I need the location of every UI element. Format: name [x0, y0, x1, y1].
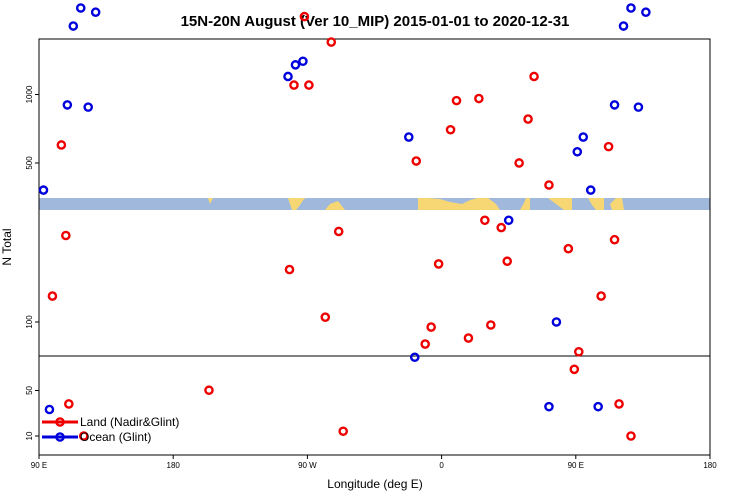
land-point	[603, 141, 614, 152]
land-point	[284, 264, 295, 275]
x-tick-label: 180	[167, 461, 181, 470]
ocean-point	[609, 100, 620, 110]
ocean-point	[68, 21, 79, 31]
land-point	[496, 222, 507, 233]
ocean-point	[593, 401, 603, 412]
legend: Land (Nadir&Glint) Ocean (Glint)	[42, 415, 179, 444]
land-point	[474, 93, 484, 104]
legend-label-ocean: Ocean (Glint)	[80, 430, 151, 444]
coastline-band	[39, 198, 710, 210]
data-points	[38, 3, 651, 441]
land-point	[61, 230, 71, 241]
ocean-point	[641, 7, 651, 18]
y-tick-label: 100	[25, 315, 34, 329]
land-point	[304, 80, 314, 90]
ocean-point	[62, 100, 73, 110]
land-point	[523, 114, 533, 124]
ocean-point	[409, 352, 420, 363]
land-point	[420, 339, 430, 349]
y-tick-label: 1000	[25, 85, 34, 103]
ocean-point	[626, 3, 636, 13]
land-point	[544, 180, 554, 190]
land-point	[320, 312, 331, 322]
ocean-point	[44, 404, 55, 415]
land-point	[411, 156, 422, 166]
land-point	[569, 364, 580, 375]
ocean-point	[544, 401, 554, 412]
x-tick-label: 90 E	[31, 461, 47, 470]
legend-label-land: Land (Nadir&Glint)	[80, 415, 179, 429]
land-point	[486, 320, 496, 330]
ocean-point	[578, 132, 589, 142]
y-axis: 10050010005000100001050	[25, 85, 39, 440]
land-point	[514, 158, 524, 168]
land-point	[47, 291, 58, 301]
ocean-point	[618, 21, 629, 31]
y-tick-label: 500	[25, 156, 34, 170]
legend-marker-land	[55, 417, 65, 427]
land-point	[338, 426, 348, 437]
legend-marker-ocean	[55, 432, 65, 442]
land-point	[56, 140, 67, 150]
ocean-point	[283, 71, 293, 82]
land-point	[596, 291, 606, 301]
ocean-point	[90, 7, 101, 18]
land-point	[445, 124, 456, 135]
land-point	[573, 346, 584, 357]
x-axis: 90 E 180 90 W 0 90 E 180	[31, 455, 717, 470]
ocean-point	[38, 185, 49, 195]
x-tick-label: 180	[703, 461, 717, 470]
land-point	[299, 11, 310, 22]
land-point	[480, 215, 490, 226]
y-tick-label: 50	[25, 385, 34, 394]
land-point	[78, 431, 89, 441]
land-point	[451, 95, 462, 106]
land-point	[614, 399, 624, 409]
ocean-point	[75, 3, 86, 13]
ocean-point	[298, 56, 308, 67]
land-point	[502, 256, 513, 267]
land-point	[326, 37, 337, 47]
ocean-point	[403, 132, 414, 142]
y-axis-label: N Total	[0, 228, 14, 265]
land-point	[289, 80, 299, 90]
ocean-point	[290, 60, 301, 70]
ocean-point	[585, 185, 596, 195]
ocean-point	[83, 102, 94, 112]
ocean-point	[633, 102, 644, 112]
ocean-point	[551, 317, 562, 327]
x-axis-label: Longitude (deg E)	[327, 477, 422, 491]
chart-title: 15N-20N August (Ver 10_MIP) 2015-01-01 t…	[181, 13, 570, 30]
plot-frame	[38, 38, 711, 456]
y-tick-label: 10	[25, 431, 34, 440]
land-point	[463, 333, 474, 343]
x-tick-label: 90 E	[568, 461, 584, 470]
ocean-point	[503, 215, 514, 226]
land-point	[563, 243, 574, 254]
ocean-point	[572, 146, 583, 157]
land-point	[433, 259, 444, 269]
x-tick-label: 90 W	[298, 461, 317, 470]
land-point	[426, 322, 436, 332]
land-point	[64, 399, 74, 409]
land-point	[333, 226, 344, 237]
land-point	[626, 431, 636, 441]
land-point	[609, 234, 620, 245]
x-tick-label: 0	[439, 461, 444, 470]
land-point	[529, 71, 539, 82]
land-point	[204, 385, 214, 396]
